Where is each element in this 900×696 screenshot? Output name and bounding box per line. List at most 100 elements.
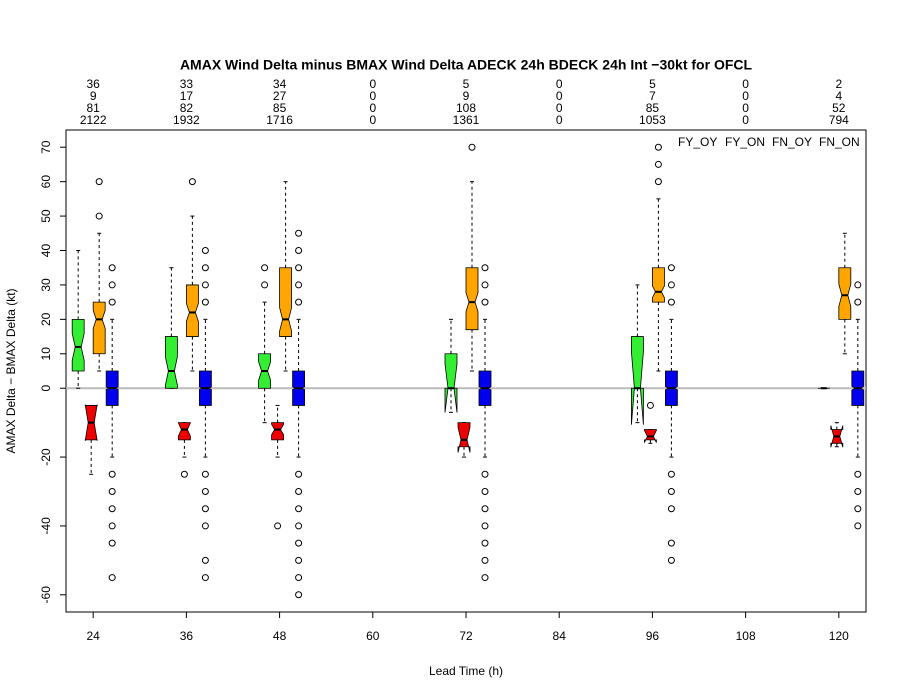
outlier — [854, 281, 862, 289]
legend-label: FY_ON — [725, 135, 765, 149]
count-label: 2122 — [80, 113, 107, 127]
outlier — [295, 470, 303, 478]
count-label: 794 — [829, 113, 849, 127]
y-tick-label: 60 — [39, 175, 53, 189]
count-label: 0 — [369, 113, 376, 127]
y-tick-label: -40 — [39, 517, 53, 535]
outlier — [108, 264, 116, 272]
count-label: 85 — [273, 101, 287, 115]
outlier — [108, 505, 116, 513]
outlier — [667, 470, 675, 478]
box — [164, 336, 178, 389]
outlier — [646, 401, 654, 409]
outlier — [261, 281, 269, 289]
count-label: 0 — [369, 77, 376, 91]
outlier — [295, 229, 303, 237]
outlier — [180, 470, 188, 478]
outlier — [481, 470, 489, 478]
y-tick-label: 10 — [39, 347, 53, 361]
box — [444, 353, 458, 413]
count-label: 0 — [742, 101, 749, 115]
y-tick-label: -60 — [39, 586, 53, 604]
count-label: 1716 — [266, 113, 293, 127]
count-label: 0 — [369, 101, 376, 115]
outlier — [201, 247, 209, 254]
outlier — [854, 505, 862, 513]
box — [271, 422, 284, 441]
count-label: 34 — [273, 77, 287, 91]
count-label: 0 — [742, 89, 749, 103]
x-tick-label: 84 — [553, 629, 567, 643]
y-tick-label: 50 — [39, 209, 53, 223]
outlier — [261, 264, 269, 272]
x-tick-label: 48 — [273, 629, 287, 643]
outlier — [667, 556, 675, 564]
outlier — [667, 298, 675, 306]
outlier — [481, 522, 489, 530]
outlier — [295, 247, 303, 254]
outlier — [654, 143, 662, 151]
outlier — [95, 212, 103, 220]
box — [652, 267, 665, 303]
outlier — [667, 539, 675, 547]
outlier — [201, 264, 209, 272]
count-label: 82 — [180, 101, 194, 115]
count-label: 36 — [87, 77, 101, 91]
count-label: 0 — [556, 101, 563, 115]
outlier — [295, 281, 303, 289]
count-label: 9 — [90, 89, 97, 103]
outlier — [108, 574, 116, 582]
legend-label: FN_ON — [819, 135, 860, 149]
count-label: 0 — [556, 89, 563, 103]
outlier — [108, 539, 116, 547]
count-label: 1932 — [173, 113, 200, 127]
x-axis-label: Lead Time (h) — [429, 664, 503, 678]
x-tick-label: 120 — [829, 629, 849, 643]
box — [71, 318, 85, 372]
outlier — [201, 556, 209, 564]
outlier — [295, 556, 303, 564]
x-tick-label: 72 — [459, 629, 473, 643]
outlier — [481, 574, 489, 582]
y-tick-label: 20 — [39, 312, 53, 326]
count-label: 108 — [456, 101, 476, 115]
outlier — [295, 264, 303, 272]
count-label: 5 — [649, 77, 656, 91]
outlier — [201, 470, 209, 478]
count-label: 27 — [273, 89, 287, 103]
y-tick-label: 40 — [39, 244, 53, 258]
count-label: 1361 — [453, 113, 480, 127]
legend-label: FY_OY — [678, 135, 717, 149]
count-label: 5 — [463, 77, 470, 91]
box — [177, 422, 191, 441]
outlier — [654, 178, 662, 186]
count-label: 33 — [180, 77, 194, 91]
outlier — [201, 522, 209, 530]
x-tick-label: 60 — [366, 629, 380, 643]
outlier — [201, 488, 209, 495]
outlier — [481, 298, 489, 306]
x-tick-label: 36 — [180, 629, 194, 643]
outlier — [295, 505, 303, 513]
count-label: 0 — [742, 77, 749, 91]
outlier — [481, 264, 489, 272]
count-label: 4 — [835, 89, 842, 103]
outlier — [667, 281, 675, 289]
count-label: 0 — [556, 113, 563, 127]
outlier — [295, 591, 303, 599]
count-label: 9 — [463, 89, 470, 103]
box — [279, 267, 292, 337]
outlier — [95, 178, 103, 186]
outlier — [854, 522, 862, 530]
outlier — [854, 488, 862, 495]
outlier — [188, 178, 196, 186]
y-tick-label: 70 — [39, 140, 53, 154]
count-label: 17 — [180, 89, 194, 103]
y-axis-label: AMAX Delta − BMAX Delta (kt) — [4, 288, 18, 453]
outlier — [667, 264, 675, 272]
outlier — [481, 539, 489, 547]
box — [457, 422, 471, 453]
count-label: 85 — [646, 101, 660, 115]
